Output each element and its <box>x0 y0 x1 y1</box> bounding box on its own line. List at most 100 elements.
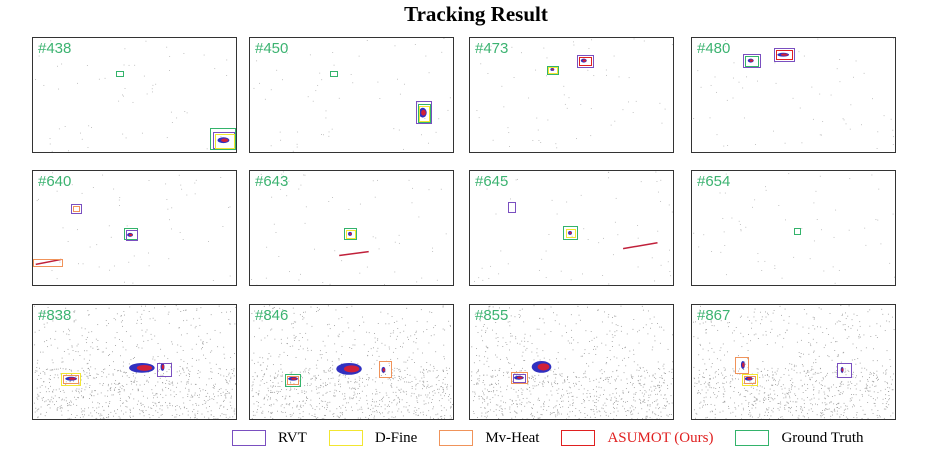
legend-label: Ground Truth <box>781 429 864 446</box>
bounding-box-dfine <box>566 229 576 238</box>
frame-number-label: #473 <box>475 40 509 57</box>
event-frame-image <box>251 171 447 285</box>
bounding-box-gt <box>418 104 431 123</box>
event-frame-image <box>693 38 895 149</box>
bounding-box-rvt <box>774 48 795 62</box>
bounding-box-rvt <box>157 363 172 377</box>
legend-label: Mv-Heat <box>485 429 540 446</box>
bounding-box-mvheat <box>33 259 63 267</box>
frame-number-label: #438 <box>38 40 72 57</box>
object-blob-core <box>516 376 523 379</box>
tracking-panel: #855 <box>469 304 674 420</box>
bounding-box-mvheat <box>73 206 80 212</box>
event-frame-image <box>474 171 673 285</box>
object-blob-core <box>291 377 297 380</box>
bounding-box-mvheat <box>63 375 79 384</box>
tracking-panel: #654 <box>691 170 896 286</box>
legend: RVT D-Fine Mv-Heat ASUMOT (Ours) Ground Trut… <box>232 427 886 449</box>
event-frame-image <box>476 38 673 149</box>
object-blob-core <box>569 231 572 235</box>
bounding-box-asumot <box>579 57 592 66</box>
object-blob-core <box>221 138 229 142</box>
bounding-box-gt <box>745 56 759 67</box>
frame-number-label: #480 <box>697 40 731 57</box>
bounding-box-dfine <box>215 134 235 149</box>
bounding-box-rvt <box>743 54 761 68</box>
tracking-panel: #645 <box>469 170 674 286</box>
legend-swatch <box>439 430 474 446</box>
tracking-panel: #867 <box>691 304 896 420</box>
legend-label: RVT <box>278 429 307 446</box>
bounding-box-gt <box>794 228 801 235</box>
legend-swatch <box>561 430 596 446</box>
bounding-box-gt <box>210 128 236 150</box>
frame-number-label: #846 <box>255 307 289 324</box>
object-blob-core <box>421 109 426 116</box>
object-blob-core <box>343 365 360 373</box>
event-frame-image <box>35 40 230 152</box>
bounding-box-dfine <box>346 230 356 239</box>
event-frame-image <box>251 305 453 419</box>
bounding-box-rvt <box>126 230 138 241</box>
bounding-box-gt <box>344 228 357 240</box>
bounding-box-rvt <box>513 374 526 383</box>
frame-number-label: #645 <box>475 173 509 190</box>
bounding-box-rvt <box>837 363 852 378</box>
object-streak <box>622 242 658 250</box>
bounding-box-gt <box>285 374 301 387</box>
frame-number-label: #855 <box>475 307 509 324</box>
bounding-box-rvt <box>71 204 82 214</box>
object-streak <box>35 258 62 266</box>
legend-item: Mv-Heat <box>439 430 539 447</box>
object-blob-core <box>551 68 554 71</box>
object-blob-core <box>136 364 153 371</box>
frame-number-label: #654 <box>697 173 731 190</box>
bounding-box-mvheat <box>379 361 392 378</box>
bounding-box-gt <box>330 71 338 77</box>
event-frame-image <box>253 38 451 152</box>
legend-item: Ground Truth <box>735 429 864 447</box>
event-frame-image <box>693 305 895 419</box>
bounding-box-rvt <box>508 202 516 213</box>
legend-swatch <box>735 430 770 446</box>
object-blob-core <box>68 377 76 380</box>
frame-number-label: #643 <box>255 173 289 190</box>
tracking-panel: #846 <box>249 304 454 420</box>
bounding-box-dfine <box>61 373 81 386</box>
object-blob-core <box>349 232 352 236</box>
object-blob-core <box>537 363 550 371</box>
frame-number-label: #640 <box>38 173 72 190</box>
event-frame-image <box>35 172 231 284</box>
bounding-box-rvt <box>577 55 594 68</box>
legend-label: D-Fine <box>374 429 418 446</box>
object-blob-core <box>747 377 752 380</box>
tracking-panel: #473 <box>469 37 674 153</box>
bounding-box-mvheat <box>744 376 756 384</box>
tracking-panel: #640 <box>32 170 237 286</box>
bounding-box-rvt <box>416 101 432 124</box>
legend-item: ASUMOT (Ours) <box>561 430 713 447</box>
bounding-box-dfine <box>419 106 430 122</box>
object-blob-core <box>382 368 386 372</box>
tracking-panel: #480 <box>691 37 896 153</box>
object-blob-core <box>582 59 587 62</box>
bounding-box-dfine <box>548 67 558 74</box>
event-frame-image <box>693 173 895 284</box>
frame-number-label: #867 <box>697 307 731 324</box>
object-blob-core <box>841 368 844 372</box>
tracking-panel: #450 <box>249 37 454 153</box>
legend-swatch <box>232 430 266 446</box>
legend-item: RVT <box>232 430 307 447</box>
tracking-panel: #643 <box>249 170 454 286</box>
object-blob-core <box>128 233 133 237</box>
event-frame-image <box>471 305 673 419</box>
tracking-panel: #438 <box>32 37 237 153</box>
bounding-box-asumot <box>776 50 793 60</box>
legend-swatch <box>328 430 363 446</box>
legend-label: ASUMOT (Ours) <box>607 429 714 446</box>
frame-number-label: #450 <box>255 40 289 57</box>
object-blob-core <box>749 59 754 62</box>
bounding-box-mvheat <box>287 376 299 385</box>
bounding-box-gt <box>563 226 578 240</box>
